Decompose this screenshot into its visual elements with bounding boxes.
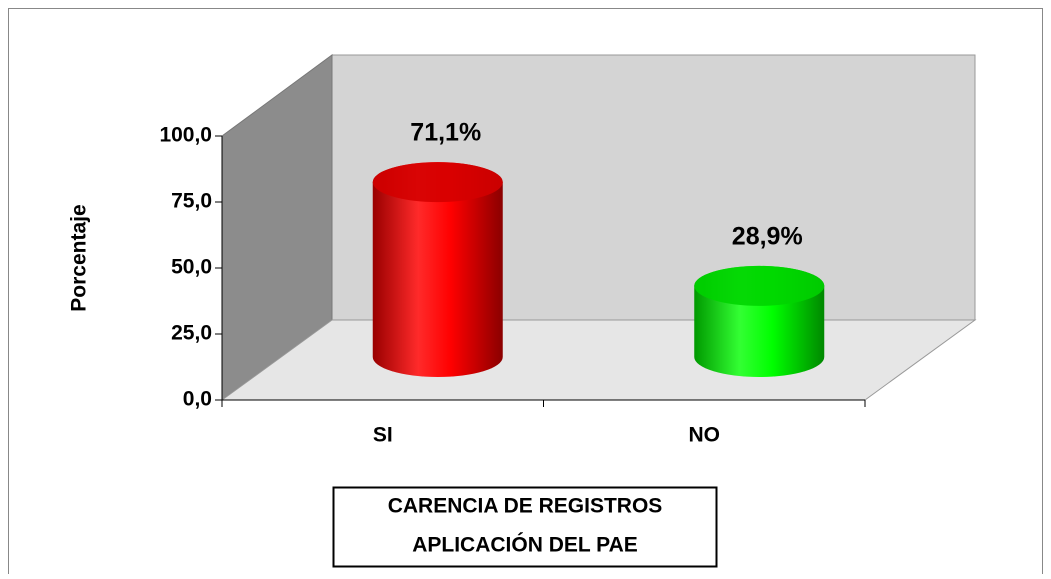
x-axis-title-box: [332, 486, 718, 568]
bar-top: [372, 162, 503, 203]
floor: [220, 319, 977, 401]
y-tick-label: 0,0: [183, 388, 212, 411]
y-axis-title: Porcentaje: [68, 204, 91, 311]
bar-top: [694, 265, 825, 306]
value-label: 71,1%: [410, 119, 481, 147]
x-axis-title: CARENCIA DE REGISTROS: [388, 495, 663, 518]
y-tick-label: 25,0: [171, 322, 212, 345]
bar: [372, 162, 503, 377]
bar-top-shade: [694, 265, 825, 306]
x-tick-label: SI: [373, 424, 393, 447]
y-tick-label: 75,0: [171, 190, 212, 213]
y-tick-label: 50,0: [171, 256, 212, 279]
value-label: 28,9%: [732, 223, 803, 251]
bar-top-shade: [372, 162, 503, 203]
x-tick-label: NO: [689, 424, 721, 447]
x-axis-title: APLICACIÓN DEL PAE: [412, 533, 638, 557]
y-tick-label: 100,0: [159, 124, 212, 147]
